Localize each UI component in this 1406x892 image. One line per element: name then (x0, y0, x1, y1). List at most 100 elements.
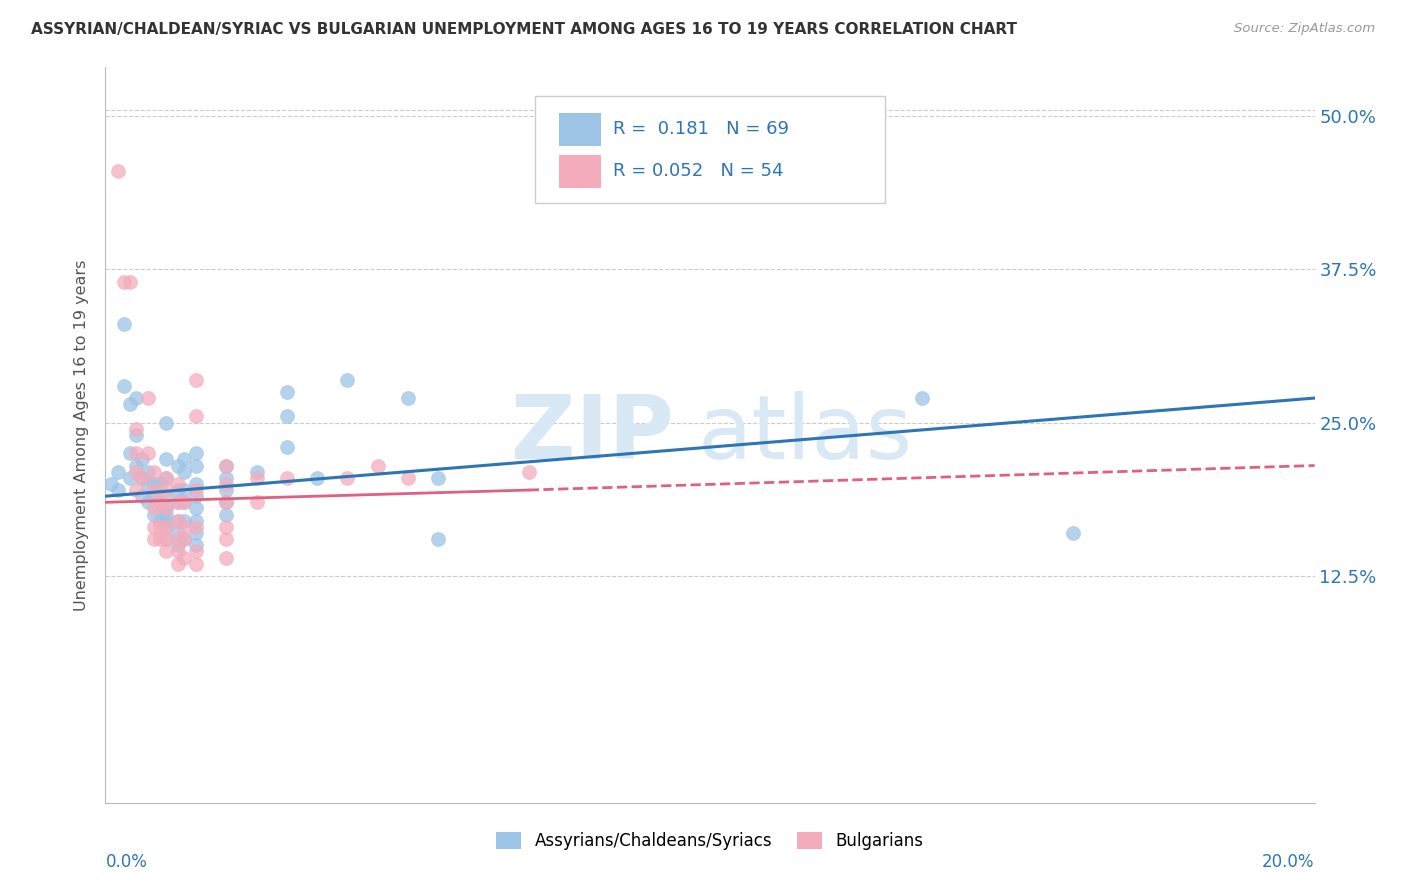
Legend: Assyrians/Chaldeans/Syriacs, Bulgarians: Assyrians/Chaldeans/Syriacs, Bulgarians (489, 825, 931, 857)
Point (173, 550, 195, 565)
Point (155, 483, 177, 497)
Text: ASSYRIAN/CHALDEAN/SYRIAC VS BULGARIAN UNEMPLOYMENT AMONG AGES 16 TO 19 YEARS COR: ASSYRIAN/CHALDEAN/SYRIAC VS BULGARIAN UN… (31, 22, 1017, 37)
Text: 20.0%: 20.0% (1263, 853, 1315, 871)
Point (215, 495, 238, 509)
Point (173, 495, 195, 509)
Point (276, 471, 298, 485)
Point (186, 409, 208, 424)
Point (517, 465, 540, 479)
Point (167, 544, 190, 558)
Point (167, 532, 190, 546)
Point (911, 391, 934, 405)
Point (142, 501, 165, 516)
Point (155, 501, 177, 516)
Point (215, 458, 238, 473)
Point (155, 501, 177, 516)
Point (173, 483, 195, 497)
Point (118, 471, 141, 485)
Point (167, 557, 190, 571)
Point (186, 544, 208, 558)
Point (149, 495, 172, 509)
Point (142, 483, 165, 497)
Point (112, 318, 135, 332)
Point (246, 465, 269, 479)
Point (136, 391, 159, 405)
Point (173, 452, 195, 467)
Point (167, 514, 190, 528)
Point (118, 275, 141, 289)
Point (186, 373, 208, 387)
Point (186, 557, 208, 571)
Point (142, 520, 165, 534)
Point (173, 465, 195, 479)
Point (173, 495, 195, 509)
Point (149, 476, 172, 491)
Point (276, 440, 298, 454)
Point (155, 471, 177, 485)
Point (173, 532, 195, 546)
Bar (560, 155, 602, 188)
Point (142, 465, 165, 479)
Point (396, 391, 419, 405)
Point (155, 452, 177, 467)
Point (149, 495, 172, 509)
Point (124, 422, 148, 436)
Point (131, 471, 153, 485)
Point (167, 526, 190, 541)
Point (167, 495, 190, 509)
Point (167, 458, 190, 473)
Point (112, 378, 135, 392)
Point (215, 483, 238, 497)
Point (427, 471, 450, 485)
Point (173, 514, 195, 528)
Point (131, 452, 153, 467)
Point (167, 495, 190, 509)
Point (142, 489, 165, 503)
Text: Source: ZipAtlas.com: Source: ZipAtlas.com (1234, 22, 1375, 36)
Point (173, 532, 195, 546)
Point (118, 446, 141, 460)
Point (155, 544, 177, 558)
Point (155, 520, 177, 534)
Point (155, 471, 177, 485)
Point (186, 526, 208, 541)
Point (215, 476, 238, 491)
Point (186, 520, 208, 534)
Point (167, 538, 190, 552)
Point (396, 471, 419, 485)
Point (246, 495, 269, 509)
Point (307, 471, 329, 485)
Point (167, 483, 190, 497)
Point (149, 514, 172, 528)
Point (1062, 526, 1084, 541)
Point (142, 532, 165, 546)
Point (112, 275, 135, 289)
Point (167, 476, 190, 491)
Point (124, 483, 148, 497)
Point (142, 508, 165, 522)
Y-axis label: Unemployment Among Ages 16 to 19 years: Unemployment Among Ages 16 to 19 years (75, 260, 90, 610)
Point (186, 446, 208, 460)
Point (155, 416, 177, 430)
Point (336, 471, 359, 485)
Point (149, 532, 172, 546)
Point (136, 465, 159, 479)
Point (699, 183, 721, 197)
Point (186, 483, 208, 497)
Point (173, 520, 195, 534)
Point (155, 514, 177, 528)
Point (427, 532, 450, 546)
Point (155, 508, 177, 522)
Point (107, 483, 129, 497)
Point (124, 428, 148, 442)
Point (107, 164, 129, 178)
Point (186, 476, 208, 491)
Text: atlas: atlas (697, 392, 912, 478)
Text: ZIP: ZIP (510, 392, 673, 478)
Point (155, 532, 177, 546)
Text: R =  0.181   N = 69: R = 0.181 N = 69 (613, 120, 789, 138)
Point (186, 538, 208, 552)
Point (215, 495, 238, 509)
Bar (560, 113, 602, 146)
Point (186, 501, 208, 516)
